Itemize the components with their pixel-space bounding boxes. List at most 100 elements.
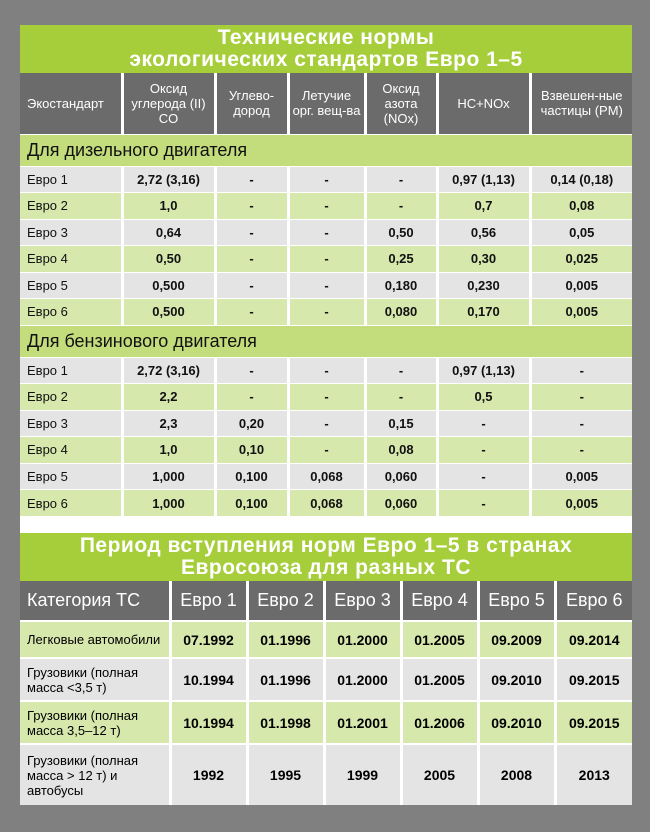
table-cell: 0,7 — [435, 192, 530, 219]
table-cell: 0,56 — [435, 218, 530, 246]
table-cell: 0,005 — [528, 489, 632, 516]
table-cell: - — [363, 192, 437, 219]
table2-title: Период вступления норм Евро 1–5 в страна… — [20, 533, 632, 581]
table-cell: - — [528, 356, 632, 384]
table-cell: 07.1992 — [168, 620, 247, 658]
table-cell: 0,100 — [213, 489, 288, 516]
table-row: Евро 5 0,500- -0,180 0,230 0,005 — [20, 271, 632, 299]
table-cell: - — [528, 383, 632, 410]
table-cell: 0,060 — [363, 462, 437, 490]
table-cell: Евро 5 — [20, 462, 122, 490]
table-cell: - — [286, 298, 365, 325]
table-cell: Евро 1 — [20, 356, 122, 384]
table-cell: 0,025 — [528, 245, 632, 272]
table-cell: Евро 2 — [20, 192, 122, 219]
table-row: Евро 2 1,0- - -0,7 0,08 — [20, 192, 632, 219]
column-header: Углево-дород — [213, 73, 288, 134]
column-header: Оксид углерода (II) CO — [120, 73, 215, 134]
table-cell: 0,005 — [528, 462, 632, 490]
table-cell: 1,0 — [120, 192, 215, 219]
emission-norms-table: Экостандарт Оксид углерода (II) CO Углево-… — [20, 73, 632, 516]
table-cell: 0,068 — [286, 462, 365, 490]
emission-standards-panel: Технические нормы экологических стандарт… — [20, 25, 632, 805]
table-cell: 10.1994 — [168, 700, 247, 744]
column-header: Категория ТС — [20, 581, 170, 621]
table-cell: - — [213, 165, 288, 193]
table-row: Грузовики (полная масса > 12 т) и автобу… — [20, 743, 632, 805]
table-cell: Грузовики (полная масса 3,5–12 т) — [20, 700, 170, 744]
table-cell: 0,97 (1,13) — [435, 165, 530, 193]
table-cell: 09.2014 — [553, 620, 632, 658]
table-cell: - — [213, 356, 288, 384]
table1-title-line1: Технические нормы — [217, 26, 435, 49]
table-cell: - — [363, 356, 437, 384]
table-cell: - — [213, 218, 288, 246]
table-cell: 09.2010 — [476, 700, 555, 744]
table-cell: - — [363, 383, 437, 410]
table-cell: 01.1998 — [245, 700, 324, 744]
table-row: Евро 1 2,72 (3,16) - - -0,97 (1,13) - — [20, 356, 632, 384]
table-cell: - — [286, 245, 365, 272]
column-header: Экостандарт — [20, 73, 122, 134]
table-cell: 0,50 — [363, 218, 437, 246]
table-cell: 0,08 — [528, 192, 632, 219]
table-cell: 0,05 — [528, 218, 632, 246]
table-cell: 01.2006 — [399, 700, 478, 744]
column-header: Взвешен-ные частицы (PM) — [528, 73, 632, 134]
table1-title-line2: экологических стандартов Евро 1–5 — [129, 48, 523, 71]
table-cell: 0,180 — [363, 271, 437, 299]
table-cell: - — [435, 462, 530, 490]
table-cell: 01.2005 — [399, 657, 478, 701]
column-header: HC+NOx — [435, 73, 530, 134]
table-row: Евро 6 0,500- -0,080 0,170 0,005 — [20, 298, 632, 325]
table-cell: 1,000 — [120, 462, 215, 490]
table-cell: - — [213, 383, 288, 410]
column-header: Оксид азота (NOx) — [363, 73, 437, 134]
table-row: Евро 3 0,64- -0,50 0,56 0,05 — [20, 218, 632, 246]
table-cell: - — [213, 192, 288, 219]
table-cell: 1,000 — [120, 489, 215, 516]
table-cell: 0,50 — [120, 245, 215, 272]
column-header: Летучие орг. вещ-ва — [286, 73, 365, 134]
table-cell: 0,97 (1,13) — [435, 356, 530, 384]
table-cell: 0,64 — [120, 218, 215, 246]
table-cell: 0,060 — [363, 489, 437, 516]
column-header: Евро 1 — [168, 581, 247, 621]
table-cell: - — [286, 356, 365, 384]
table-cell: 0,500 — [120, 271, 215, 299]
table-cell: 01.2000 — [322, 620, 401, 658]
table-row: Евро 2 2,2- - -0,5- — [20, 383, 632, 410]
table-cell: - — [286, 165, 365, 193]
table-cell: 0,500 — [120, 298, 215, 325]
table-cell: - — [286, 192, 365, 219]
table-cell: Евро 5 — [20, 271, 122, 299]
table-cell: Легковые автомобили — [20, 620, 170, 658]
table-cell: 1995 — [245, 743, 324, 805]
table-cell: - — [286, 436, 365, 463]
column-header: Евро 3 — [322, 581, 401, 621]
table-cell: - — [213, 271, 288, 299]
table-cell: 09.2010 — [476, 657, 555, 701]
table-row: Евро 4 1,0 0,10-0,08- - — [20, 436, 632, 463]
table-cell: 0,20 — [213, 409, 288, 437]
table-cell: 09.2009 — [476, 620, 555, 658]
table-cell: 0,15 — [363, 409, 437, 437]
introduction-dates-table: Категория ТС Евро 1 Евро 2 Евро 3 Евро 4 Евро… — [20, 581, 632, 805]
column-header: Евро 5 — [476, 581, 555, 621]
table-cell: Евро 3 — [20, 218, 122, 246]
table-cell: - — [435, 409, 530, 437]
table-cell: 0,08 — [363, 436, 437, 463]
column-header: Евро 6 — [553, 581, 632, 621]
table-row: Евро 5 1,000 0,100 0,068 0,060-0,005 — [20, 462, 632, 490]
table-row: Грузовики (полная масса <3,5 т) 10.1994 01… — [20, 657, 632, 701]
table-cell: - — [363, 165, 437, 193]
table-cell: 01.2001 — [322, 700, 401, 744]
table-cell: 0,005 — [528, 271, 632, 299]
table-cell: Евро 6 — [20, 298, 122, 325]
table-cell: 09.2015 — [553, 700, 632, 744]
section-label: Для дизельного двигателя — [20, 133, 632, 166]
table-cell: - — [528, 409, 632, 437]
table-cell: 1992 — [168, 743, 247, 805]
table1-title: Технические нормы экологических стандарт… — [20, 25, 632, 73]
table-cell: 10.1994 — [168, 657, 247, 701]
